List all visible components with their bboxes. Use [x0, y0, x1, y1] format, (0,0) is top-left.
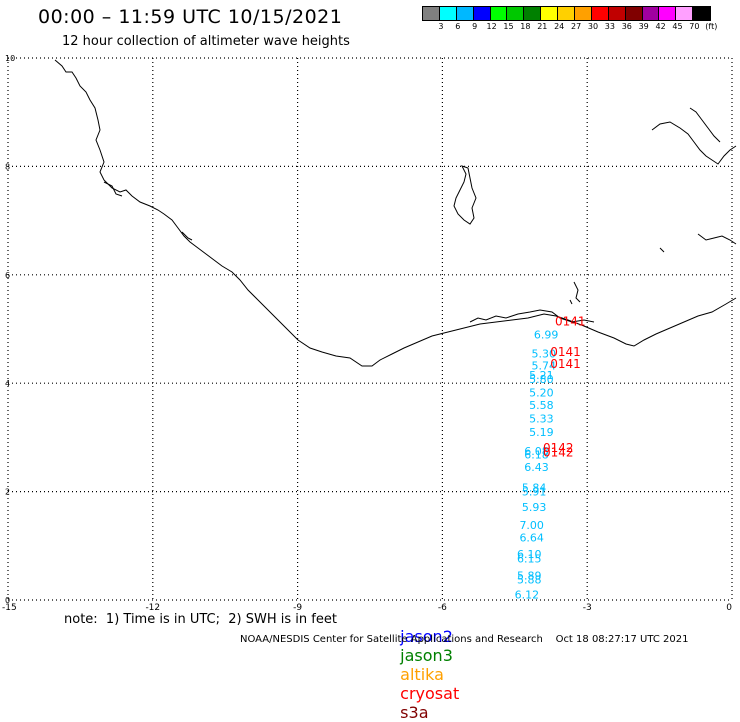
wave-height-value: 6.43 — [524, 461, 549, 474]
scale-swatch — [541, 7, 559, 20]
scale-swatch — [575, 7, 592, 20]
scale-label: 36 — [621, 22, 632, 31]
scale-swatch — [676, 7, 694, 20]
pass-number-label: 0141 — [555, 314, 586, 328]
wave-height-value: 5.21 — [529, 369, 554, 382]
satellite-legend-altika: altika — [400, 665, 444, 684]
satellite-legend-cryosat: cryosat — [400, 684, 460, 703]
scale-label: 39 — [638, 22, 649, 31]
wave-height-value: 6.64 — [519, 532, 544, 545]
pass-number-label: 0142 — [543, 446, 574, 460]
credit-line: NOAA/NESDIS Center for Satellite Applica… — [240, 634, 689, 645]
scale-label: 42 — [655, 22, 666, 31]
scale-label: 9 — [472, 22, 478, 31]
x-tick-label: 0 — [726, 603, 732, 613]
wave-height-value: 5.88 — [517, 573, 542, 586]
y-tick-label: 0 — [5, 596, 10, 605]
wave-height-value: 5.33 — [529, 412, 554, 425]
map-title: 00:00 – 11:59 UTC 10/15/2021 — [38, 6, 343, 28]
lake-outline — [453, 165, 477, 225]
wave-height-color-scale — [422, 6, 712, 21]
scale-label: 6 — [455, 22, 461, 31]
pass-number-label: 0142 — [543, 441, 574, 455]
scale-swatch — [558, 7, 576, 20]
scale-label: 30 — [587, 22, 599, 31]
wave-height-value: 5.80 — [529, 373, 554, 386]
scale-swatch — [490, 7, 508, 20]
scale-swatch — [625, 7, 643, 20]
coastline-delta — [651, 107, 737, 253]
scale-label: 15 — [503, 22, 514, 31]
scale-swatch — [524, 7, 542, 20]
scale-label: 45 — [672, 22, 683, 31]
wave-height-value: 6.18 — [524, 449, 549, 462]
pass-number-label: 0141 — [550, 357, 581, 371]
scale-swatch — [608, 7, 626, 20]
wave-height-value: 5.84 — [522, 481, 547, 494]
scale-label: 33 — [604, 22, 615, 31]
x-tick-label: -3 — [583, 603, 592, 613]
y-tick-label: 8 — [5, 162, 10, 171]
scale-label: 24 — [554, 22, 565, 31]
coastline-mainland — [54, 59, 737, 367]
wave-height-value: 5.91 — [522, 486, 547, 499]
pass-number-label: 0141 — [550, 345, 581, 359]
satellite-legend-jason2: jason2 — [400, 627, 453, 646]
coastline-estuaries — [103, 181, 595, 323]
y-tick-label: 10 — [5, 54, 15, 63]
wave-height-value: 6.10 — [517, 548, 542, 561]
scale-label: 27 — [571, 22, 582, 31]
wave-height-readings: 6.99 5.305.745.215.805.205.585.335.19 6.08… — [515, 328, 559, 601]
scale-swatch — [473, 7, 491, 20]
scale-swatch — [423, 7, 440, 20]
map-subtitle: 12 hour collection of altimeter wave hei… — [62, 34, 350, 49]
scale-unit: (ft) — [705, 22, 718, 31]
wave-height-value: 5.30 — [532, 347, 557, 360]
footnote: note: 1) Time is in UTC; 2) SWH is in fe… — [64, 612, 337, 627]
scale-swatch — [642, 7, 660, 20]
scale-swatch — [439, 7, 457, 20]
wave-height-value: 7.00 — [519, 519, 544, 532]
scale-swatch — [659, 7, 677, 20]
wave-height-value: 6.08 — [524, 445, 549, 458]
wave-height-value: 5.89 — [517, 570, 542, 583]
scale-label: 3 — [438, 22, 444, 31]
graticule — [7, 57, 733, 601]
scale-label: 18 — [520, 22, 531, 31]
scale-label: 21 — [537, 22, 548, 31]
wave-height-value: 6.99 — [534, 328, 559, 341]
scale-swatch — [693, 7, 711, 20]
wave-height-value: 5.20 — [529, 386, 554, 399]
wave-height-value: 5.74 — [532, 359, 557, 372]
y-tick-label: 4 — [5, 379, 10, 388]
satellite-legend-s3a: s3a — [400, 703, 429, 722]
scale-label: 70 — [689, 22, 700, 31]
scale-label: 12 — [486, 22, 497, 31]
wave-height-value: 5.93 — [522, 501, 547, 514]
x-tick-label: -6 — [438, 603, 447, 613]
x-tick-label: -15 — [2, 603, 17, 613]
y-tick-label: 6 — [5, 271, 10, 280]
wave-height-scale-labels: 3 6 9 12 15 18 21 24 27 30 33 36 39 42 4… — [422, 22, 732, 34]
satellite-legend-jason3: jason3 — [400, 646, 453, 665]
scale-swatch — [456, 7, 474, 20]
coastline — [54, 59, 737, 367]
axis-tick-labels: -15 -12 -9 -6 -3 0 0 2 4 6 8 10 — [2, 54, 732, 613]
x-tick-label: -12 — [145, 603, 160, 613]
wave-height-value: 5.58 — [529, 399, 554, 412]
y-tick-label: 2 — [5, 488, 10, 497]
scale-swatch — [507, 7, 525, 20]
lake-outline — [569, 281, 581, 305]
wave-height-value: 6.12 — [515, 589, 540, 602]
wave-height-value: 5.19 — [529, 426, 554, 439]
wave-height-value: 6.15 — [517, 552, 542, 565]
x-tick-label: -9 — [293, 603, 302, 613]
scale-swatch — [591, 7, 609, 20]
satellite-legend: jason2 jason3 altika cryosat s3a — [390, 608, 468, 722]
